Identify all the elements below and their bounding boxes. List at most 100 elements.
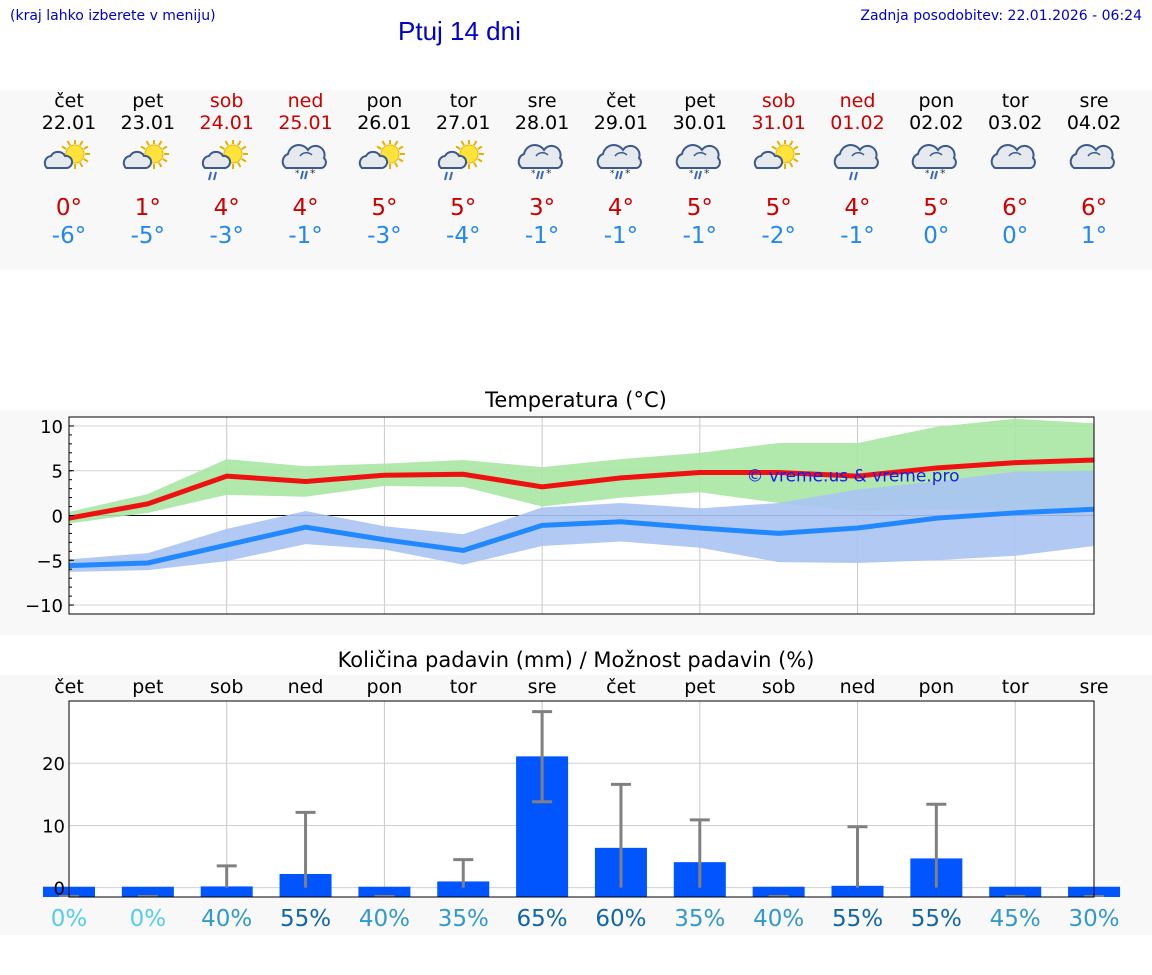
cloud-sleet-icon: * * [593, 140, 649, 184]
svg-text:*: * [940, 167, 946, 180]
category-label: sre [528, 676, 557, 698]
temp-min: -1° [682, 223, 718, 249]
probability-label: 55% [280, 906, 331, 932]
sun-cloud-rain-icon [435, 139, 491, 184]
svg-text:*: * [625, 167, 631, 180]
svg-text:*: * [610, 169, 615, 179]
day-column: sre 28.01 * * 3° -1° [502, 90, 582, 250]
cloud-sleet-icon: * * [278, 140, 334, 184]
category-label: tor [450, 676, 477, 698]
svg-text:*: * [295, 169, 300, 179]
temp-min: -5° [130, 223, 166, 249]
svg-text:*: * [546, 167, 552, 180]
temp-max: 4° [213, 195, 240, 221]
day-date: 28.01 [514, 112, 570, 134]
max-temperature-line [68, 457, 1095, 521]
y-tick-label: 10 [42, 816, 65, 837]
day-column: pet 30.01 * * 5° -1° [660, 90, 740, 250]
day-column: čet 29.01 * * 4° -1° [581, 90, 661, 250]
day-name: sre [527, 90, 557, 112]
temp-min: 1° [1080, 223, 1108, 249]
day-date: 22.01 [41, 112, 97, 134]
day-name: sre [1079, 90, 1109, 112]
temp-max: 0° [55, 195, 83, 221]
day-date: 24.01 [199, 112, 254, 134]
sun-cloud-icon [356, 139, 412, 184]
temp-max: 5° [686, 195, 713, 221]
plot-frame [68, 700, 1095, 898]
sun-cloud-rain-icon [199, 139, 255, 184]
probability-label: 0% [130, 906, 167, 932]
precipitation-bar [752, 886, 805, 897]
y-tick-label: −5 [36, 551, 63, 572]
day-name: pet [684, 90, 716, 112]
day-column: sob 31.01 5° -2° [739, 90, 819, 250]
temp-max: 5° [371, 195, 398, 221]
day-name: pon [366, 90, 403, 112]
cloud-icon [987, 140, 1043, 184]
probability-label: 55% [911, 906, 962, 932]
day-date: 27.01 [436, 112, 491, 134]
day-date: 29.01 [593, 112, 649, 134]
probability-label: 35% [438, 906, 489, 932]
category-label: sre [1080, 676, 1109, 698]
temp-max: 3° [529, 195, 556, 221]
day-name: ned [287, 90, 324, 112]
temp-min: -1° [603, 223, 639, 249]
watermark: © vreme.us & vreme.pro [746, 466, 959, 486]
day-column: tor 03.02 6° 0° [975, 90, 1055, 250]
probability-label: 55% [832, 906, 883, 932]
temp-min: -3° [367, 223, 402, 249]
day-column: čet 22.01 0° -6° [29, 90, 109, 250]
precipitation-bar [358, 886, 411, 897]
temp-min: -2° [761, 223, 796, 249]
day-name: ned [839, 90, 876, 112]
probability-label: 35% [674, 906, 725, 932]
category-label: pet [684, 676, 715, 698]
temp-min: -1° [840, 223, 875, 249]
category-label: ned [288, 676, 324, 698]
min-temperature-line [68, 506, 1095, 569]
day-date: 23.01 [120, 112, 176, 134]
sun-cloud-icon [120, 139, 176, 184]
day-column: pet 23.01 1° -5° [108, 90, 188, 250]
cloud-sleet-icon: * * [514, 140, 570, 184]
category-label: sob [762, 676, 796, 698]
category-label: čet [54, 676, 84, 698]
day-date: 30.01 [672, 112, 727, 134]
temp-min: 0° [1002, 223, 1029, 249]
location-hint: (kraj lahko izberete v meniju) [10, 8, 216, 24]
day-name: tor [449, 90, 477, 112]
precipitation-chart-title: Količina padavin (mm) / Možnost padavin … [337, 648, 815, 672]
day-date: 04.02 [1066, 112, 1122, 134]
day-column: sre 04.02 6° 1° [1054, 90, 1134, 250]
day-date: 26.01 [357, 112, 412, 134]
temp-min: 0° [923, 223, 950, 249]
day-column: pon 26.01 5° -3° [344, 90, 424, 250]
day-name: tor [1001, 90, 1029, 112]
y-tick-label: 5 [52, 462, 63, 483]
temp-max: 6° [1002, 195, 1029, 221]
temperature-chart: 10 5 0 −5 −10 © vreme.us & vreme.pro [25, 416, 1095, 617]
category-label: pet [132, 676, 163, 698]
temp-max: 4° [844, 195, 871, 221]
temp-min: -1° [288, 223, 323, 249]
day-date: 25.01 [278, 112, 333, 134]
category-label: čet [606, 676, 636, 698]
day-name: pet [132, 90, 164, 112]
y-tick-label: 20 [42, 754, 65, 775]
precipitation-bar [121, 886, 174, 897]
forecast-strip: čet 22.01 0° -6° pet 23.01 1° -5° sob 24.01 4° -3° n… [0, 90, 1152, 270]
probability-label: 40% [201, 906, 252, 932]
y-tick-label: 0 [54, 879, 65, 900]
y-tick-label: −10 [25, 596, 63, 617]
y-tick-label: 0 [52, 507, 63, 528]
probability-label: 65% [517, 906, 568, 932]
probability-label: 30% [1068, 906, 1119, 932]
day-name: čet [606, 90, 636, 112]
temp-max: 6° [1080, 195, 1108, 221]
day-column: pon 02.02 * * 5° 0° [896, 90, 976, 250]
precipitation-bar [831, 885, 884, 897]
day-column: ned 01.02 4° -1° [818, 90, 898, 250]
probability-label: 40% [359, 906, 410, 932]
